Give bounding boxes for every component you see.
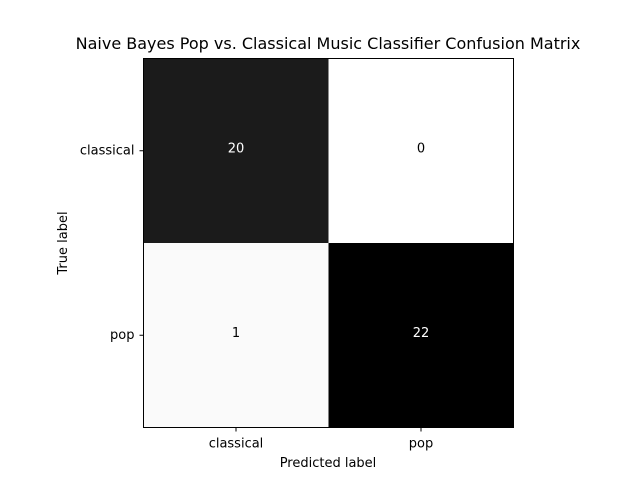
plot-frame [143, 58, 514, 428]
x-axis: classical pop [209, 427, 433, 452]
heatmap-cells: 20 0 1 22 [143, 58, 514, 428]
cell-value-classical-classical: 20 [228, 141, 245, 156]
cell-pop-classical [143, 243, 329, 428]
cell-classical-pop [328, 58, 514, 243]
x-axis-label: Predicted label [280, 456, 377, 471]
cell-pop-pop [328, 243, 514, 428]
y-tick-label-classical: classical [80, 143, 135, 158]
y-axis-label: True label [56, 211, 71, 275]
cell-value-classical-pop: 0 [417, 141, 425, 156]
cell-value-pop-classical: 1 [232, 326, 240, 341]
cell-value-pop-pop: 22 [413, 326, 430, 341]
x-tick-label-pop: pop [409, 437, 433, 452]
x-tick-label-classical: classical [209, 437, 264, 452]
chart-title: Naive Bayes Pop vs. Classical Music Clas… [76, 34, 581, 53]
y-axis: classical pop [80, 143, 144, 343]
y-tick-label-pop: pop [110, 328, 134, 343]
cell-classical-classical [143, 58, 329, 243]
